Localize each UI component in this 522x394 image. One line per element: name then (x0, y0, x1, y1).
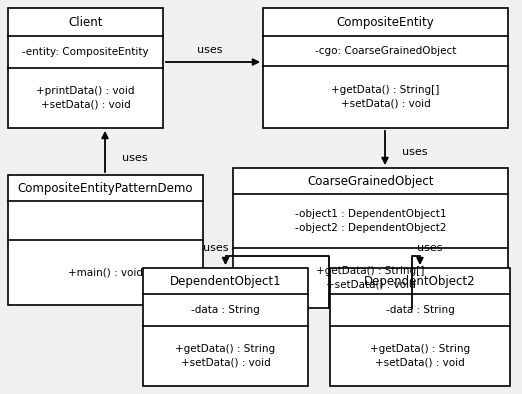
Text: -cgo: CoarseGrainedObject: -cgo: CoarseGrainedObject (315, 46, 456, 56)
Text: -data : String: -data : String (191, 305, 260, 315)
Text: +getData() : String[]
+setData() : void: +getData() : String[] +setData() : void (316, 266, 425, 290)
Text: +getData() : String
+setData() : void: +getData() : String +setData() : void (370, 344, 470, 368)
Text: uses: uses (417, 243, 443, 253)
Text: DependentObject2: DependentObject2 (364, 275, 476, 288)
Text: uses: uses (197, 45, 223, 55)
Text: -entity: CompositeEntity: -entity: CompositeEntity (22, 47, 149, 57)
Bar (143, 268, 308, 386)
Bar (8, 175, 203, 305)
Text: DependentObject1: DependentObject1 (170, 275, 281, 288)
Text: +printData() : void
+setData() : void: +printData() : void +setData() : void (36, 86, 135, 110)
Text: -object1 : DependentObject1
-object2 : DependentObject2: -object1 : DependentObject1 -object2 : D… (295, 209, 446, 232)
Text: CoarseGrainedObject: CoarseGrainedObject (307, 175, 434, 188)
Text: CompositeEntityPatternDemo: CompositeEntityPatternDemo (18, 182, 193, 195)
Text: CompositeEntity: CompositeEntity (337, 15, 434, 28)
Text: uses: uses (122, 153, 148, 163)
Text: +getData() : String
+setData() : void: +getData() : String +setData() : void (175, 344, 276, 368)
Bar (263, 8, 508, 128)
Text: +main() : void: +main() : void (68, 268, 143, 277)
Text: uses: uses (203, 243, 228, 253)
Bar (233, 168, 508, 308)
Text: -data : String: -data : String (386, 305, 454, 315)
Text: +getData() : String[]
+setData() : void: +getData() : String[] +setData() : void (331, 85, 440, 109)
Bar (8, 8, 163, 128)
Text: uses: uses (402, 147, 428, 157)
Text: Client: Client (68, 15, 103, 28)
Bar (330, 268, 510, 386)
